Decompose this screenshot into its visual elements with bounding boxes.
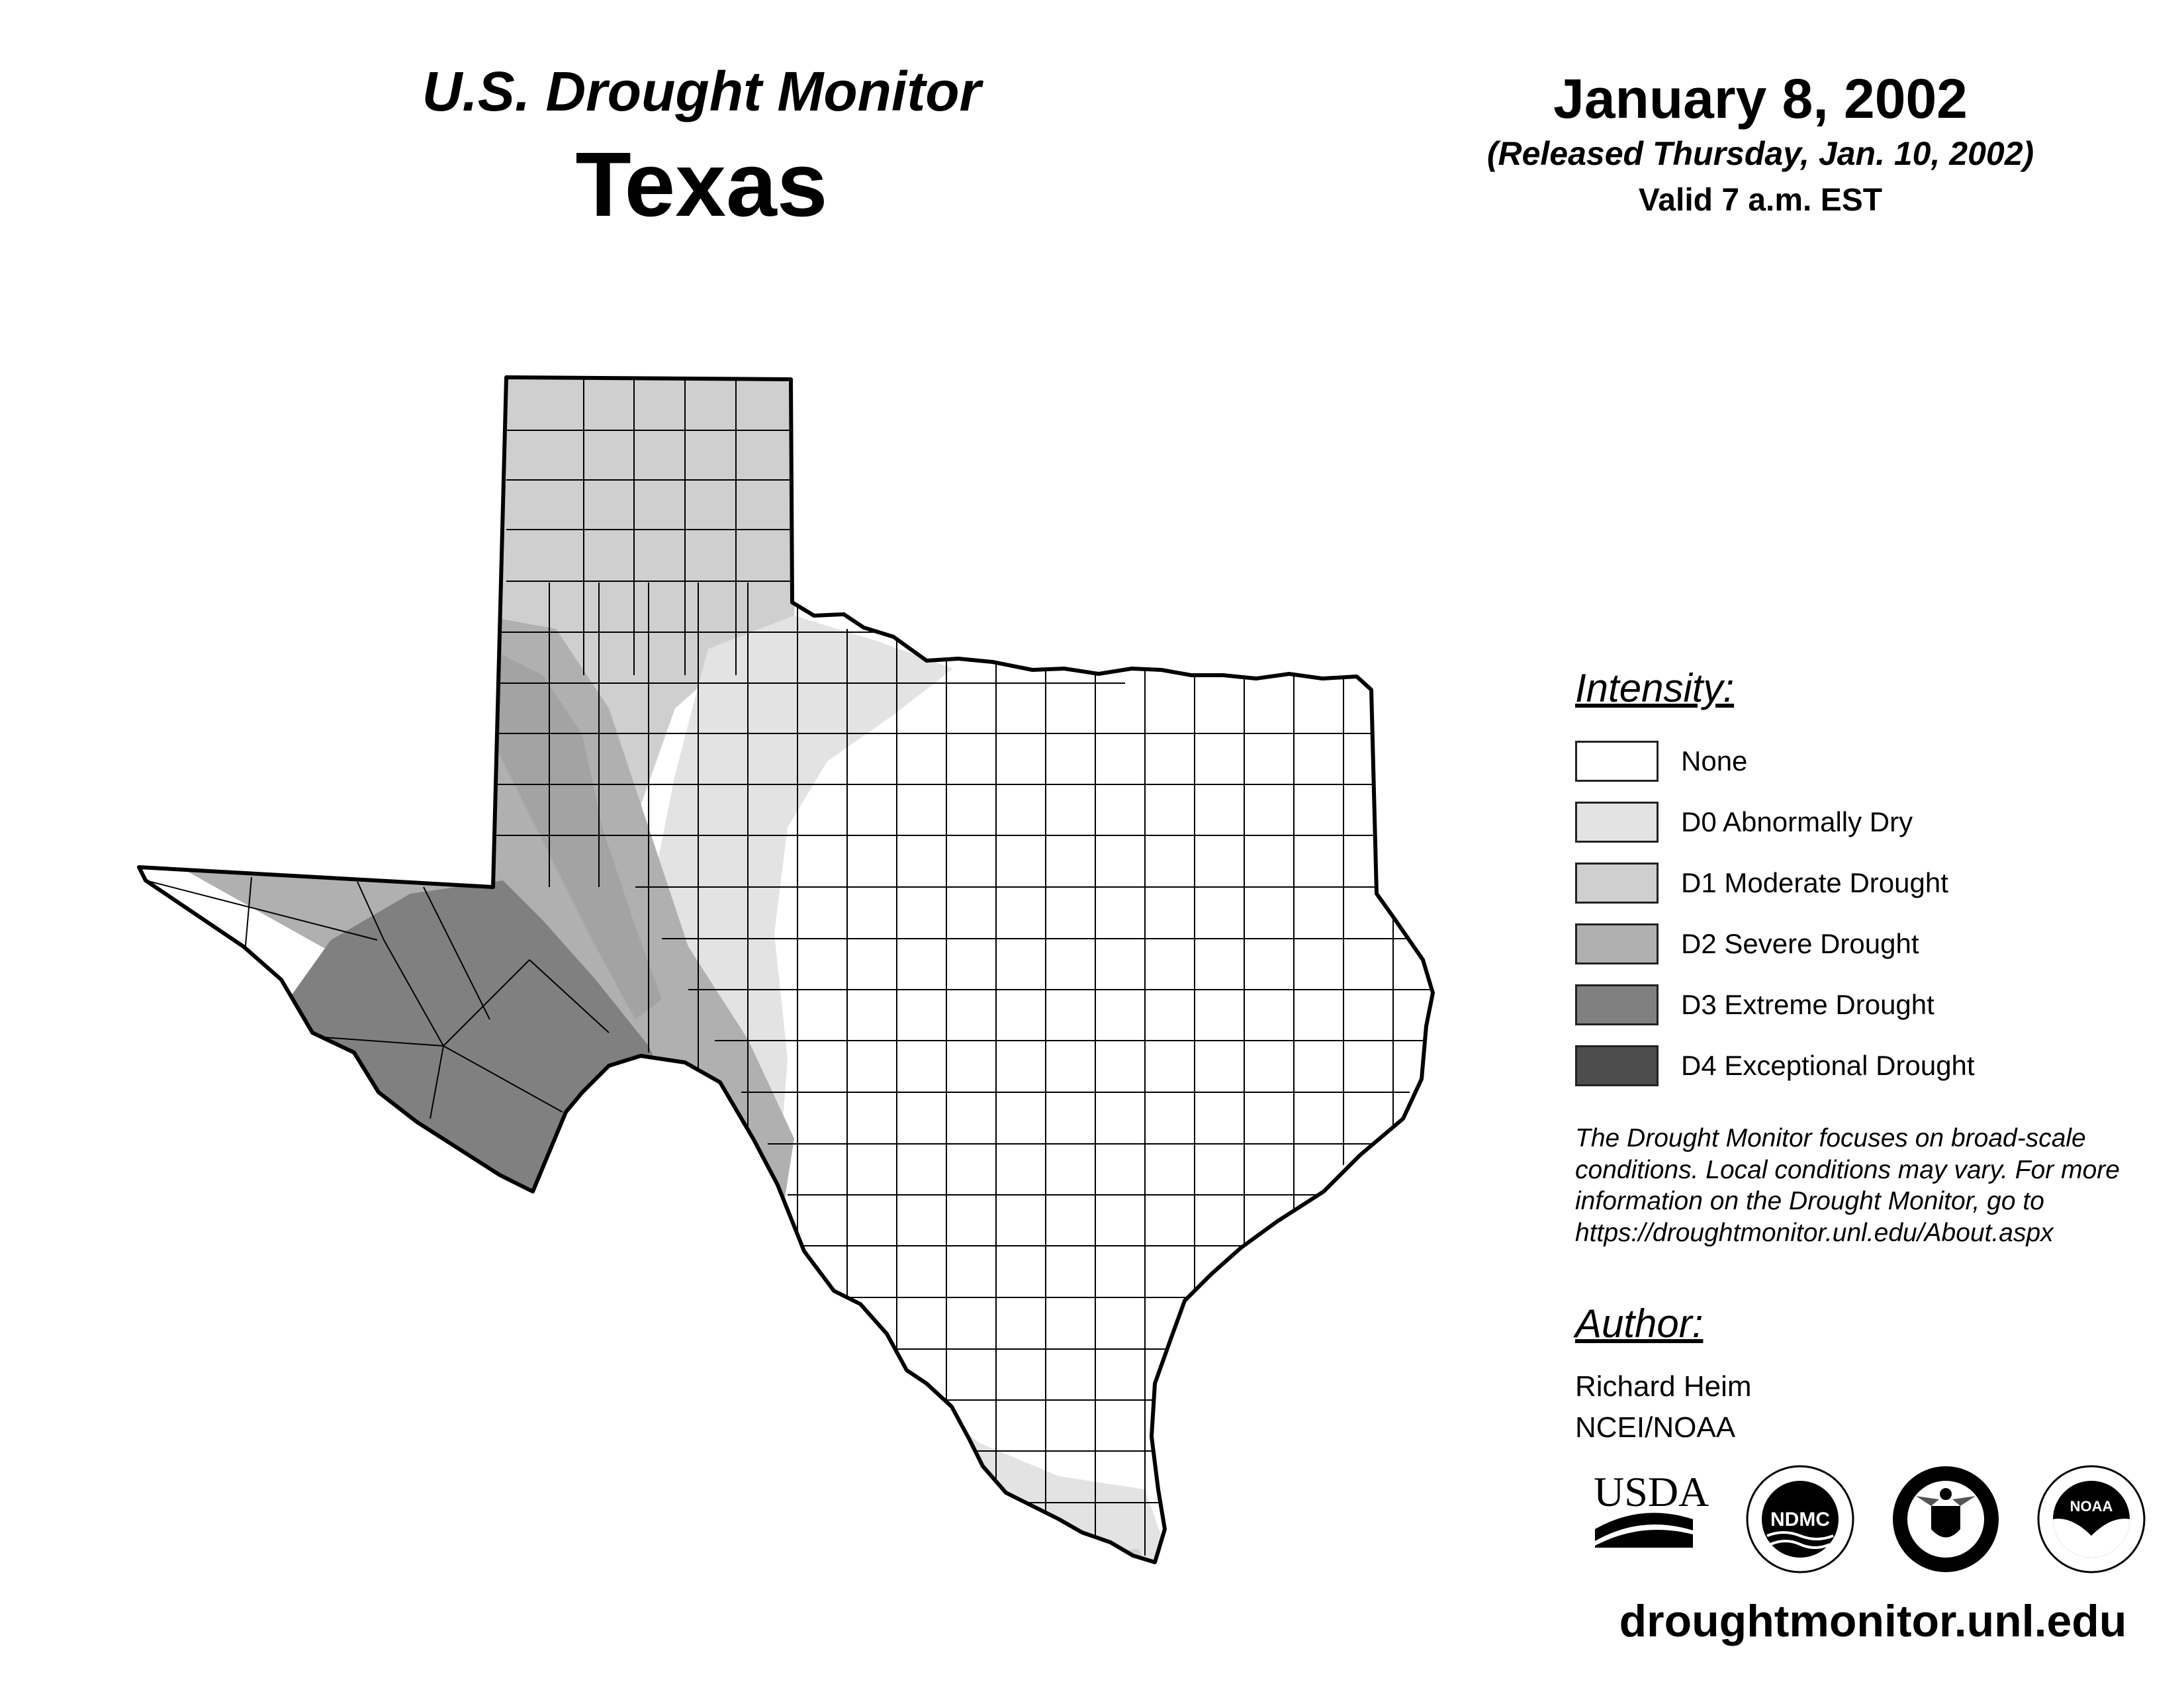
legend-label: D0 Abnormally Dry <box>1681 806 1913 837</box>
legend-label: D3 Extreme Drought <box>1681 989 1934 1020</box>
title-line1: U.S. Drought Monitor <box>422 60 981 122</box>
map-date: January 8, 2002 <box>1553 68 1968 130</box>
texas-drought-map <box>132 364 1489 1622</box>
website-link[interactable]: droughtmonitor.unl.edu <box>1619 1596 2127 1646</box>
legend-swatch-d0 <box>1575 802 1659 843</box>
legend-item-d1: D1 Moderate Drought <box>1575 853 2171 914</box>
author-title: Author: <box>1575 1301 1704 1346</box>
author-name: Richard Heim <box>1575 1370 1752 1403</box>
legend-swatch-d2 <box>1575 923 1659 964</box>
commerce-seal-logo <box>1893 1466 1999 1572</box>
valid-time: Valid 7 a.m. EST <box>1638 183 1883 218</box>
legend-swatch-none <box>1575 741 1659 782</box>
legend-item-d0: D0 Abnormally Dry <box>1575 792 2171 853</box>
state-title: Texas <box>575 134 828 236</box>
legend-note: The Drought Monitor focuses on broad-sca… <box>1575 1124 2120 1247</box>
legend-label: D4 Exceptional Drought <box>1681 1050 1975 1081</box>
release-date: (Released Thursday, Jan. 10, 2002) <box>1486 135 2034 173</box>
d2-panhandle-edge <box>490 649 662 1019</box>
legend-label: None <box>1681 745 1748 776</box>
legend-label: D2 Severe Drought <box>1681 928 1919 959</box>
legend: Intensity: None D0 Abnormally Dry D1 Mod… <box>1575 665 2171 1248</box>
date-block: January 8, 2002 (Released Thursday, Jan.… <box>1430 70 2091 218</box>
author-org: NCEI/NOAA <box>1575 1411 1736 1444</box>
ndmc-logo: NDMC <box>1746 1465 1854 1573</box>
usda-logo-text: USDA <box>1594 1468 1709 1515</box>
legend-swatch-d4 <box>1575 1045 1659 1086</box>
county-boundaries <box>145 377 1430 1556</box>
legend-label: D1 Moderate Drought <box>1681 867 1948 898</box>
ndmc-logo-text: NDMC <box>1770 1509 1830 1530</box>
noaa-logo-text: NOAA <box>2070 1498 2113 1515</box>
legend-item-none: None <box>1575 731 2171 792</box>
usda-logo: USDA <box>1594 1468 1709 1548</box>
legend-item-d3: D3 Extreme Drought <box>1575 974 2171 1035</box>
author-block: Author: Richard Heim NCEI/NOAA <box>1575 1301 2171 1448</box>
legend-item-d4: D4 Exceptional Drought <box>1575 1035 2171 1096</box>
legend-swatch-d1 <box>1575 863 1659 904</box>
noaa-logo: NOAA <box>2037 1465 2146 1573</box>
legend-item-d2: D2 Severe Drought <box>1575 914 2171 974</box>
legend-title: Intensity: <box>1575 666 1735 710</box>
legend-swatch-d3 <box>1575 984 1659 1025</box>
partner-logos: USDA NDMC NOAA <box>1594 1465 2146 1573</box>
